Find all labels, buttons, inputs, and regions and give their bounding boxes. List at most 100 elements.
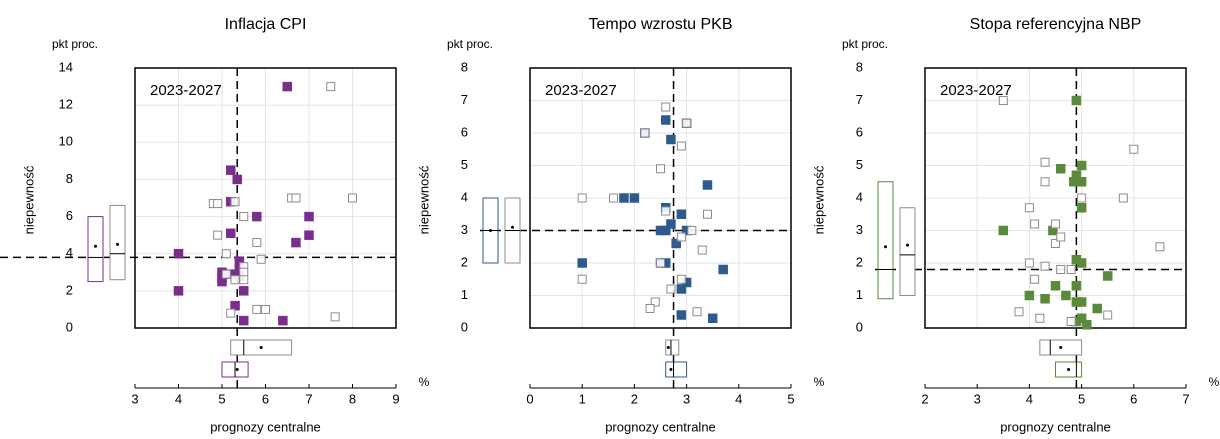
x-tick-label: 4: [175, 391, 182, 406]
x-tick-label: 4: [735, 391, 742, 406]
point: [252, 211, 262, 222]
x-tick-label: 7: [305, 391, 312, 406]
y-box: [109, 204, 126, 281]
y-tick-label: 3: [461, 222, 468, 237]
point: [256, 254, 266, 264]
point: [1040, 294, 1050, 304]
x-axis-label: prognozy centralne: [605, 419, 716, 434]
point: [1077, 193, 1087, 203]
plot-frame: [924, 67, 1187, 329]
y-tick-label: 2: [66, 282, 73, 297]
y-unit: pkt proc.: [52, 37, 98, 51]
point: [1118, 193, 1128, 203]
y-tick-label: 8: [856, 59, 863, 74]
point: [225, 228, 236, 239]
y-tick-label: 10: [59, 134, 73, 149]
point: [239, 275, 249, 285]
point: [676, 209, 687, 219]
point: [291, 193, 301, 203]
y-tick-label: 2: [856, 254, 863, 269]
point: [1129, 144, 1139, 154]
y-box-mean: [906, 243, 909, 247]
y-tick-label: 4: [856, 189, 863, 204]
x-unit: %: [814, 375, 825, 389]
point: [656, 164, 665, 174]
y-tick-label: 8: [461, 59, 468, 74]
y-axis-label: niepewność: [21, 165, 36, 234]
annotation: 2023-2027: [545, 82, 617, 99]
point: [221, 249, 231, 259]
point: [1103, 310, 1113, 320]
point: [660, 225, 671, 236]
y-box-mean: [511, 225, 514, 229]
chart-title: Tempo wzrostu PKB: [588, 16, 732, 33]
point: [213, 199, 223, 209]
point: [230, 197, 240, 207]
x-box-mean: [669, 368, 673, 371]
point: [239, 315, 249, 326]
x-tick-label: 8: [349, 391, 356, 406]
point: [1076, 258, 1087, 268]
point: [1050, 281, 1061, 291]
y-tick-label: 0: [461, 319, 468, 334]
x-tick-label: 0: [526, 391, 533, 406]
point: [278, 315, 288, 326]
x-box-mean: [666, 346, 670, 349]
point: [1024, 258, 1034, 268]
point: [252, 304, 262, 314]
x-axis-label: prognozy centralne: [210, 419, 321, 434]
x-tick-label: 7: [1182, 391, 1189, 406]
point: [645, 304, 655, 313]
point: [1076, 177, 1087, 187]
point: [702, 180, 713, 190]
point: [173, 286, 184, 296]
point: [225, 165, 236, 175]
y-tick-label: 6: [461, 124, 468, 139]
y-tick-label: 0: [66, 319, 73, 334]
point: [682, 118, 692, 128]
y-tick-label: 6: [856, 124, 863, 139]
point: [1024, 290, 1035, 301]
x-tick-label: 6: [262, 391, 269, 406]
y-tick-label: 4: [461, 189, 468, 204]
y-tick-label: 7: [461, 92, 468, 107]
x-tick-label: 3: [683, 391, 690, 406]
y-box-mean: [94, 244, 97, 248]
y-tick-label: 2: [461, 254, 468, 269]
y-tick-label: 4: [66, 245, 73, 260]
chart-title: Inflacja CPI: [225, 16, 307, 33]
x-box-mean: [1067, 368, 1071, 371]
y-tick-label: 5: [461, 157, 468, 172]
point: [1092, 303, 1103, 314]
point: [676, 141, 686, 151]
x-unit: %: [419, 375, 430, 389]
panel: Stopa referencyjna NBP pkt proc. niepewnoś…: [811, 16, 1219, 434]
point: [629, 193, 640, 203]
point: [666, 134, 676, 145]
point: [1061, 290, 1071, 301]
point: [660, 115, 671, 125]
point: [676, 274, 686, 284]
point: [1035, 313, 1045, 323]
x-tick-label: 2: [921, 391, 928, 406]
plot-frame: [529, 67, 792, 329]
point: [692, 307, 702, 317]
point: [718, 264, 728, 275]
x-box: [665, 361, 688, 378]
y-box-mean: [116, 242, 119, 246]
point: [697, 245, 707, 255]
point: [252, 238, 262, 248]
chart-title: Stopa referencyjna NBP: [970, 16, 1142, 33]
point: [998, 225, 1009, 236]
point: [707, 313, 718, 323]
point: [1056, 232, 1066, 242]
x-box: [665, 339, 680, 356]
point: [221, 269, 231, 279]
point: [239, 286, 249, 296]
y-box: [877, 181, 894, 300]
point: [1051, 239, 1060, 248]
point: [1076, 297, 1087, 307]
y-axis-label: niepewność: [416, 165, 431, 234]
x-tick-label: 5: [1078, 391, 1085, 406]
